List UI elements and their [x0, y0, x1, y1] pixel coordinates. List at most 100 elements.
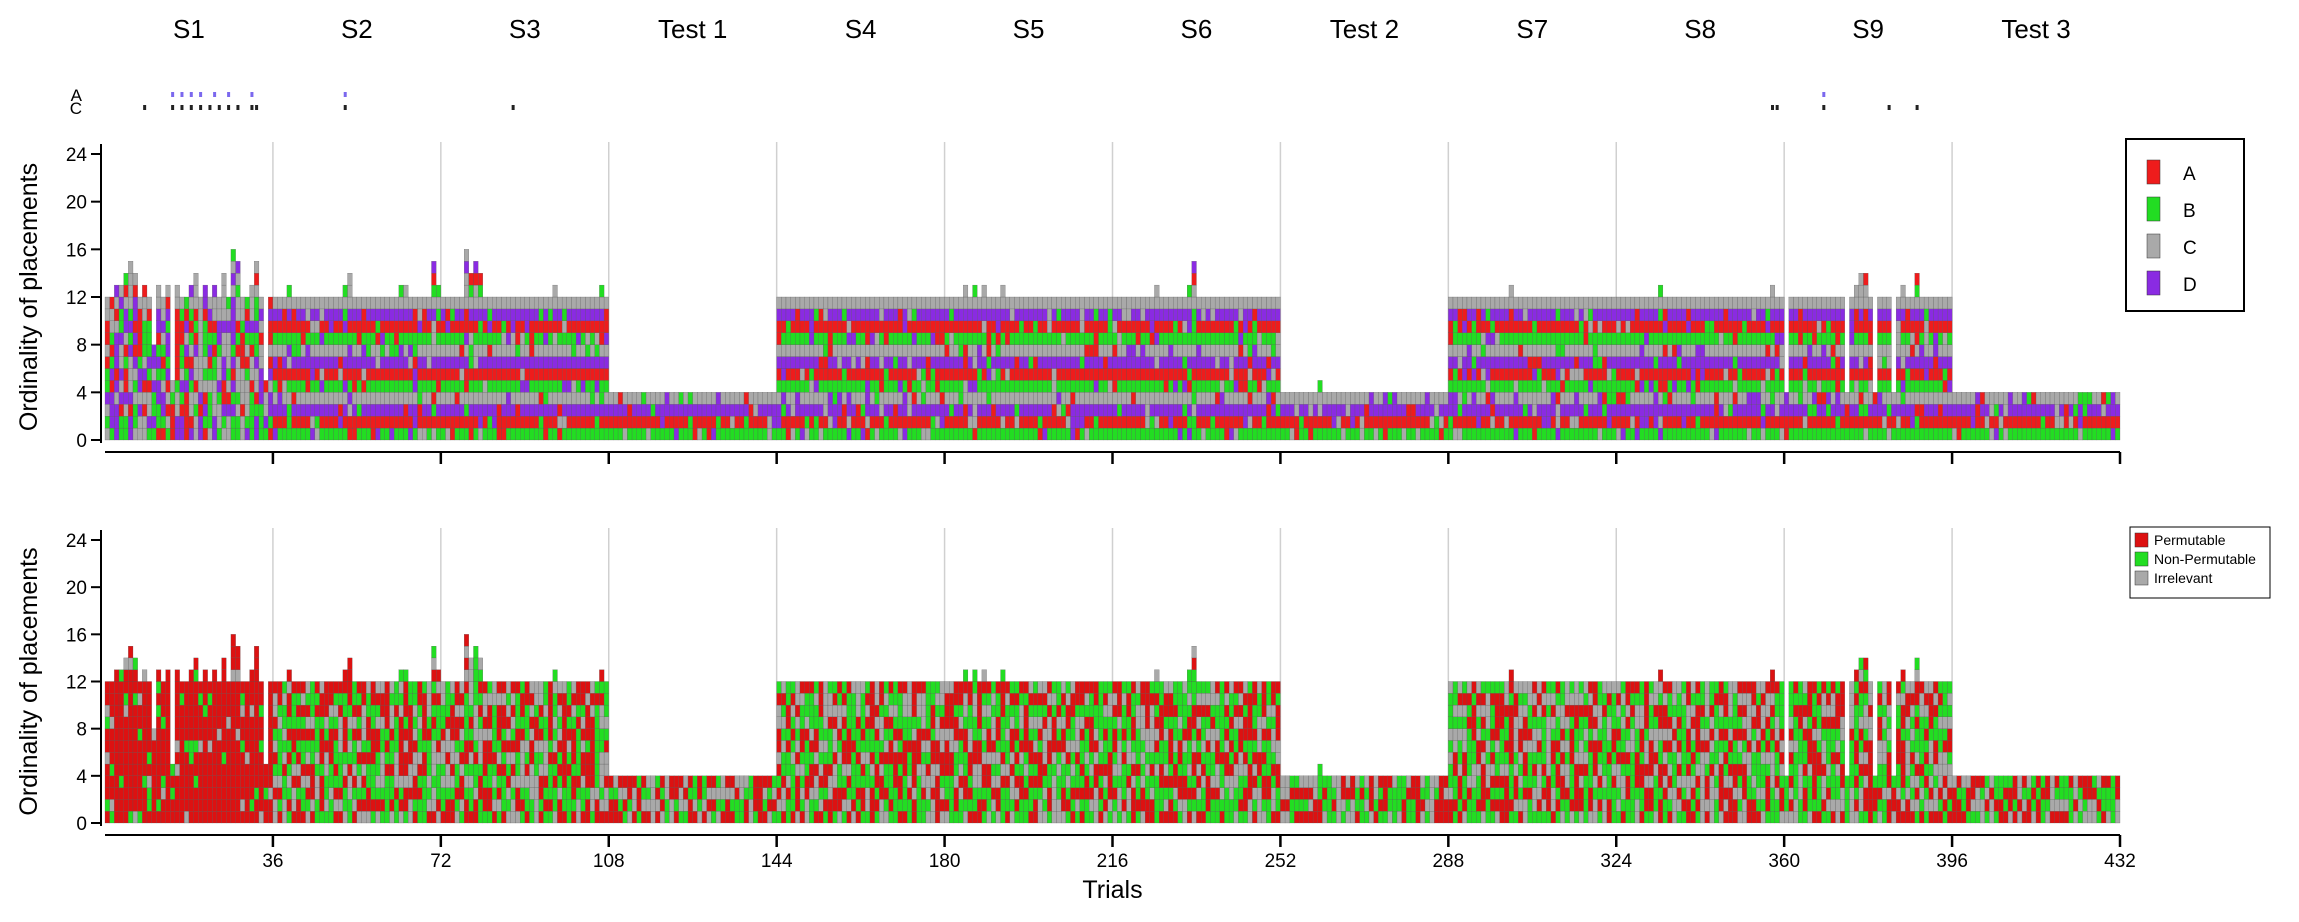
bottom-cell-trial-34 — [258, 693, 264, 706]
top-cell-trial-207 — [1065, 320, 1071, 333]
top-cell-trial-8 — [137, 320, 143, 333]
top-cell-trial-90 — [520, 308, 525, 321]
top-cell-trial-171 — [897, 380, 903, 393]
top-cell-trial-169 — [888, 356, 894, 369]
top-cell-trial-391 — [1923, 427, 1929, 441]
top-cell-trial-391 — [1923, 416, 1929, 429]
top-cell-trial-259 — [1308, 404, 1314, 417]
top-cell-trial-47 — [319, 416, 325, 429]
top-cell-trial-49 — [328, 380, 334, 393]
top-cell-trial-370 — [1826, 427, 1831, 441]
top-cell-trial-377 — [1858, 380, 1864, 393]
top-cell-trial-368 — [1816, 416, 1822, 429]
top-cell-trial-61 — [384, 296, 390, 310]
top-cell-trial-297 — [1485, 404, 1491, 417]
top-cell-trial-340 — [1686, 368, 1692, 381]
top-cell-trial-45 — [310, 404, 316, 417]
top-cell-trial-196 — [1014, 296, 1020, 310]
top-cell-trial-14 — [165, 308, 171, 321]
top-cell-trial-316 — [1574, 404, 1580, 417]
top-cell-trial-179 — [935, 308, 941, 321]
top-cell-trial-114 — [631, 404, 637, 417]
bottom-cell-trial-43 — [300, 728, 306, 741]
top-cell-trial-52 — [342, 332, 348, 345]
bottom-cell-trial-29 — [235, 728, 241, 741]
top-cell-trial-100 — [566, 308, 572, 321]
top-cell-trial-337 — [1672, 368, 1678, 381]
top-cell-trial-29 — [235, 296, 241, 310]
top-cell-trial-426 — [2087, 392, 2093, 405]
top-cell-trial-222 — [1135, 296, 1141, 310]
top-cell-trial-372 — [1835, 308, 1841, 321]
top-cell-trial-258 — [1303, 392, 1309, 405]
top-cell-trial-84 — [492, 380, 497, 393]
top-cell-trial-184 — [958, 392, 964, 405]
top-cell-trial-183 — [953, 320, 959, 333]
top-cell-trial-260 — [1312, 427, 1318, 441]
bottom-cell-trial-36 — [268, 704, 274, 717]
top-cell-trial-98 — [557, 308, 563, 321]
top-cell-trial-94 — [538, 356, 544, 369]
bottom-cell-trial-3 — [114, 775, 120, 788]
top-cell-trial-293 — [1466, 416, 1472, 429]
bottom-cell-trial-25 — [216, 716, 222, 729]
top-cell-trial-18 — [184, 356, 190, 369]
top-cell-trial-212 — [1089, 404, 1094, 417]
top-cell-trial-389 — [1914, 308, 1920, 321]
top-cell-trial-127 — [692, 427, 698, 441]
top-cell-trial-354 — [1751, 427, 1757, 441]
top-cell-trial-183 — [953, 308, 959, 321]
top-cell-trial-356 — [1760, 368, 1766, 381]
top-cell-trial-345 — [1709, 296, 1715, 310]
top-cell-trial-55 — [356, 332, 362, 345]
top-cell-trial-309 — [1541, 332, 1547, 345]
top-cell-trial-85 — [496, 368, 502, 381]
top-cell-trial-76 — [454, 320, 460, 333]
bottom-cell-trial-48 — [324, 787, 330, 800]
top-cell-trial-61 — [384, 356, 390, 369]
top-cell-trial-156 — [827, 320, 833, 333]
top-cell-trial-56 — [361, 308, 367, 321]
top-cell-trial-378 — [1863, 356, 1869, 369]
top-cell-trial-288 — [1443, 392, 1449, 405]
top-cell-trial-111 — [617, 392, 623, 405]
bottom-cell-trial-29 — [235, 657, 241, 670]
top-cell-trial-225 — [1149, 356, 1155, 369]
bottom-cell-trial-13 — [160, 763, 166, 776]
top-cell-trial-21 — [198, 392, 204, 405]
top-cell-trial-20 — [193, 308, 199, 321]
top-cell-trial-154 — [818, 404, 824, 417]
bottom-cell-trial-18 — [184, 704, 190, 717]
top-cell-trial-321 — [1597, 368, 1603, 381]
top-cell-trial-177 — [925, 296, 931, 310]
top-cell-trial-174 — [911, 356, 917, 369]
top-cell-trial-76 — [454, 308, 460, 321]
top-cell-trial-38 — [277, 344, 283, 357]
top-cell-trial-10 — [146, 296, 152, 310]
top-cell-trial-119 — [655, 404, 661, 417]
top-cell-trial-310 — [1546, 404, 1552, 417]
top-cell-trial-350 — [1732, 308, 1738, 321]
top-cell-trial-164 — [865, 368, 871, 381]
top-cell-trial-179 — [935, 320, 941, 333]
top-cell-trial-326 — [1620, 392, 1626, 405]
top-cell-trial-409 — [2007, 404, 2013, 417]
top-cell-trial-266 — [1340, 392, 1346, 405]
top-cell-trial-67 — [412, 392, 418, 405]
top-cell-trial-2 — [109, 427, 115, 441]
top-cell-trial-28 — [230, 427, 236, 441]
top-cell-trial-277 — [1392, 392, 1398, 405]
top-cell-trial-69 — [422, 332, 427, 345]
top-cell-trial-202 — [1042, 392, 1048, 405]
top-cell-trial-16 — [174, 284, 180, 298]
top-cell-trial-160 — [846, 320, 852, 333]
top-cell-trial-219 — [1121, 332, 1127, 345]
top-cell-trial-251 — [1270, 296, 1276, 310]
bottom-cell-trial-17 — [179, 752, 185, 765]
top-cell-trial-228 — [1163, 356, 1169, 369]
bottom-cell-trial-42 — [296, 740, 302, 753]
top-cell-trial-33 — [254, 368, 260, 381]
top-cell-trial-203 — [1047, 296, 1052, 310]
top-cell-trial-233 — [1187, 320, 1192, 333]
top-cell-trial-51 — [338, 380, 344, 393]
